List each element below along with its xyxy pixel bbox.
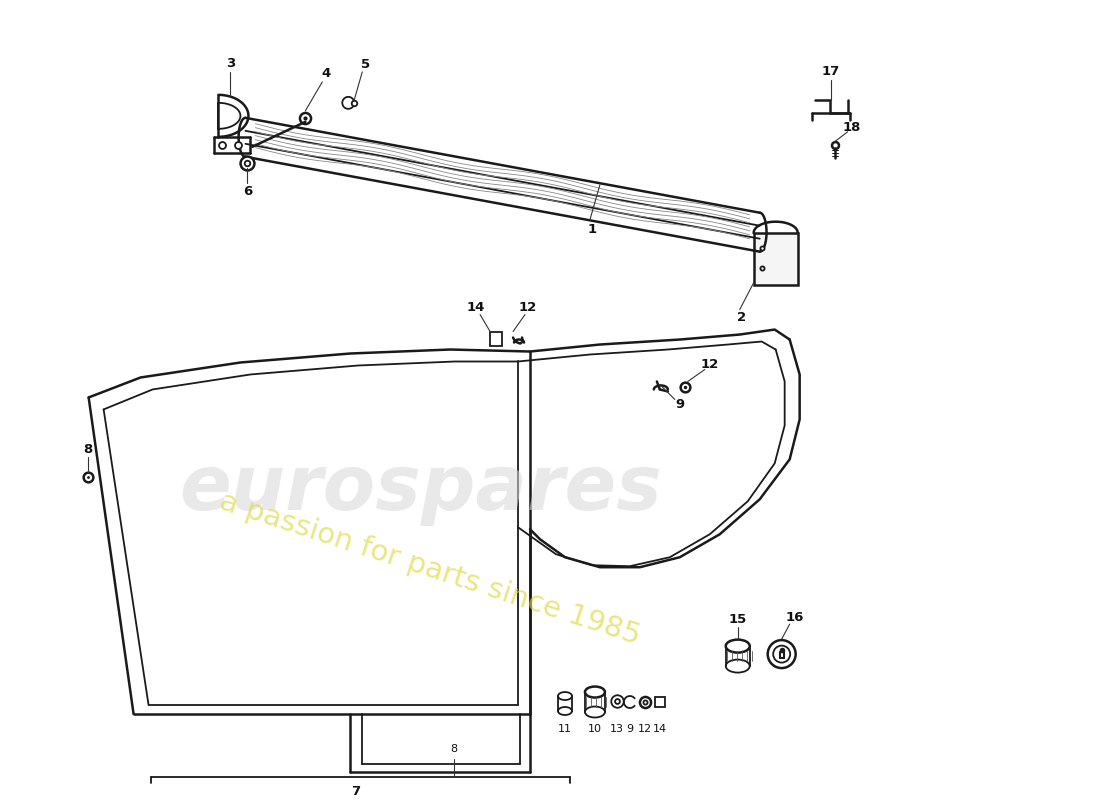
Text: 9: 9 xyxy=(675,398,684,411)
Ellipse shape xyxy=(726,640,750,653)
Text: 1: 1 xyxy=(587,223,596,236)
Text: 13: 13 xyxy=(609,724,624,734)
Text: 12: 12 xyxy=(701,358,719,371)
Text: 2: 2 xyxy=(737,311,746,324)
Ellipse shape xyxy=(585,706,605,718)
Text: 10: 10 xyxy=(587,724,602,734)
Text: 14: 14 xyxy=(652,724,667,734)
Ellipse shape xyxy=(558,692,572,700)
Bar xyxy=(654,697,664,707)
Text: 6: 6 xyxy=(243,186,252,198)
Text: 7: 7 xyxy=(351,786,360,798)
FancyBboxPatch shape xyxy=(754,233,798,285)
Text: 11: 11 xyxy=(558,724,572,734)
Text: eurospares: eurospares xyxy=(179,452,661,526)
Text: 8: 8 xyxy=(451,744,458,754)
Text: 14: 14 xyxy=(466,301,485,314)
Text: 8: 8 xyxy=(82,443,92,456)
Text: 17: 17 xyxy=(822,66,839,78)
Ellipse shape xyxy=(585,686,605,698)
Text: a passion for parts since 1985: a passion for parts since 1985 xyxy=(217,488,645,650)
Text: 3: 3 xyxy=(226,58,235,70)
Text: 15: 15 xyxy=(728,613,747,626)
Text: 12: 12 xyxy=(519,301,537,314)
Bar xyxy=(491,331,502,346)
Text: 9: 9 xyxy=(626,724,634,734)
Text: 18: 18 xyxy=(843,122,861,134)
Text: 5: 5 xyxy=(361,58,370,71)
Ellipse shape xyxy=(773,646,790,662)
Ellipse shape xyxy=(558,707,572,715)
Text: 16: 16 xyxy=(785,610,804,624)
Ellipse shape xyxy=(768,640,795,668)
Ellipse shape xyxy=(726,659,750,673)
Text: 4: 4 xyxy=(321,67,331,80)
Text: 12: 12 xyxy=(638,724,652,734)
